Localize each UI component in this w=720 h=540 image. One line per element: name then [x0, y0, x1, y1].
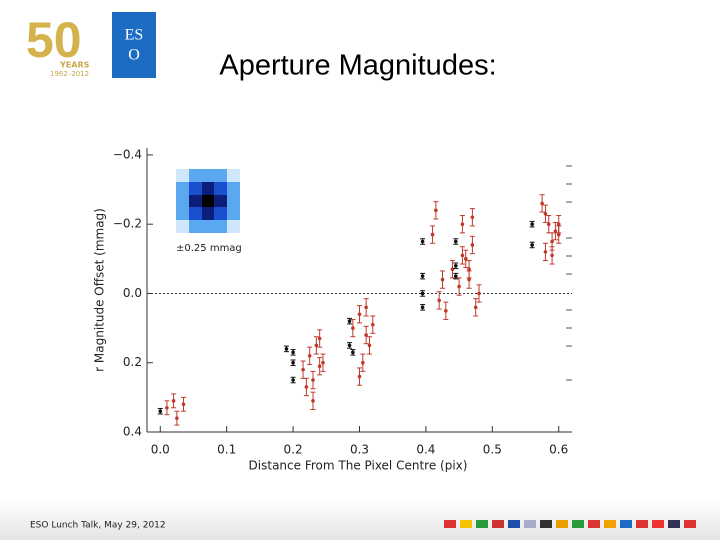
point: [367, 343, 372, 348]
point: [543, 250, 548, 254]
logo-eso-top: ES: [125, 27, 144, 44]
x-tick-label: 0.4: [416, 443, 435, 457]
point: [347, 343, 352, 348]
point: [175, 416, 179, 420]
point: [444, 308, 448, 313]
point: [301, 367, 305, 372]
point: [463, 257, 468, 261]
logo-period: 1962–2012: [50, 70, 89, 78]
x-tick-label: 0.3: [350, 443, 369, 457]
y-tick-label: 0.4: [123, 425, 142, 439]
x-tick-label: 0.1: [217, 443, 236, 457]
point: [440, 277, 445, 282]
right-ticks: [566, 165, 572, 381]
point: [460, 253, 465, 258]
logo-fifty: 50: [26, 12, 82, 68]
footer: ESO Lunch Talk, May 29, 2012: [30, 521, 166, 531]
point: [420, 305, 425, 310]
point: [317, 364, 322, 368]
flags: [444, 520, 696, 528]
point: [284, 347, 289, 351]
point: [357, 374, 362, 379]
point: [460, 222, 465, 226]
inset-image: [176, 169, 240, 233]
point: [420, 239, 425, 244]
y-tick-label: 0.2: [123, 355, 142, 369]
point: [304, 385, 309, 389]
y-tick-label: −0.2: [113, 217, 142, 231]
y-tick-label: −0.4: [113, 147, 142, 161]
logo-years: YEARS: [59, 61, 90, 70]
point: [467, 277, 471, 282]
point: [437, 298, 441, 303]
point: [357, 312, 362, 317]
point: [165, 405, 169, 410]
point: [307, 354, 312, 358]
point: [530, 243, 534, 247]
point: [291, 378, 295, 382]
point: [158, 409, 163, 414]
point: [420, 274, 425, 278]
point: [553, 229, 558, 233]
y-axis-label: r Magnitude Offset (mmag): [93, 208, 107, 372]
point: [470, 215, 475, 220]
point: [550, 253, 554, 258]
x-tick-label: 0.2: [284, 443, 303, 457]
point: [347, 319, 352, 323]
point: [457, 284, 461, 289]
point: [430, 232, 435, 237]
point: [321, 360, 325, 365]
point: [317, 336, 322, 341]
point: [364, 305, 368, 310]
point: [361, 360, 365, 365]
point: [467, 267, 471, 272]
point: [351, 326, 355, 330]
point: [470, 243, 475, 247]
point: [453, 239, 458, 244]
y-tick-label: 0.0: [123, 286, 142, 300]
point: [477, 291, 481, 296]
point: [311, 399, 315, 403]
x-tick-label: 0.5: [483, 443, 502, 457]
point: [546, 222, 551, 226]
x-tick-label: 0.0: [151, 443, 170, 457]
point: [473, 305, 478, 310]
point: [314, 343, 319, 348]
point: [556, 222, 561, 226]
x-tick-label: 0.6: [549, 443, 568, 457]
x-axis-label: Distance From The Pixel Centre (pix): [249, 459, 468, 473]
slide-title: Aperture Magnitudes:: [219, 50, 496, 82]
point: [291, 350, 295, 355]
point: [543, 212, 548, 216]
point: [420, 291, 425, 296]
point: [171, 399, 176, 403]
point: [453, 274, 458, 278]
point: [550, 239, 554, 244]
inset-label: ±0.25 mmag: [176, 243, 242, 254]
point: [530, 222, 534, 226]
logo-eso-bottom: O: [128, 47, 140, 64]
point: [450, 267, 455, 272]
logo-eso-box: [112, 12, 156, 78]
point: [364, 333, 368, 337]
point: [370, 322, 375, 327]
point: [291, 360, 295, 365]
point: [351, 350, 355, 355]
point: [540, 201, 544, 206]
point: [311, 378, 315, 382]
point: [434, 208, 438, 213]
point: [556, 232, 561, 237]
point: [181, 402, 186, 407]
point: [453, 263, 458, 268]
